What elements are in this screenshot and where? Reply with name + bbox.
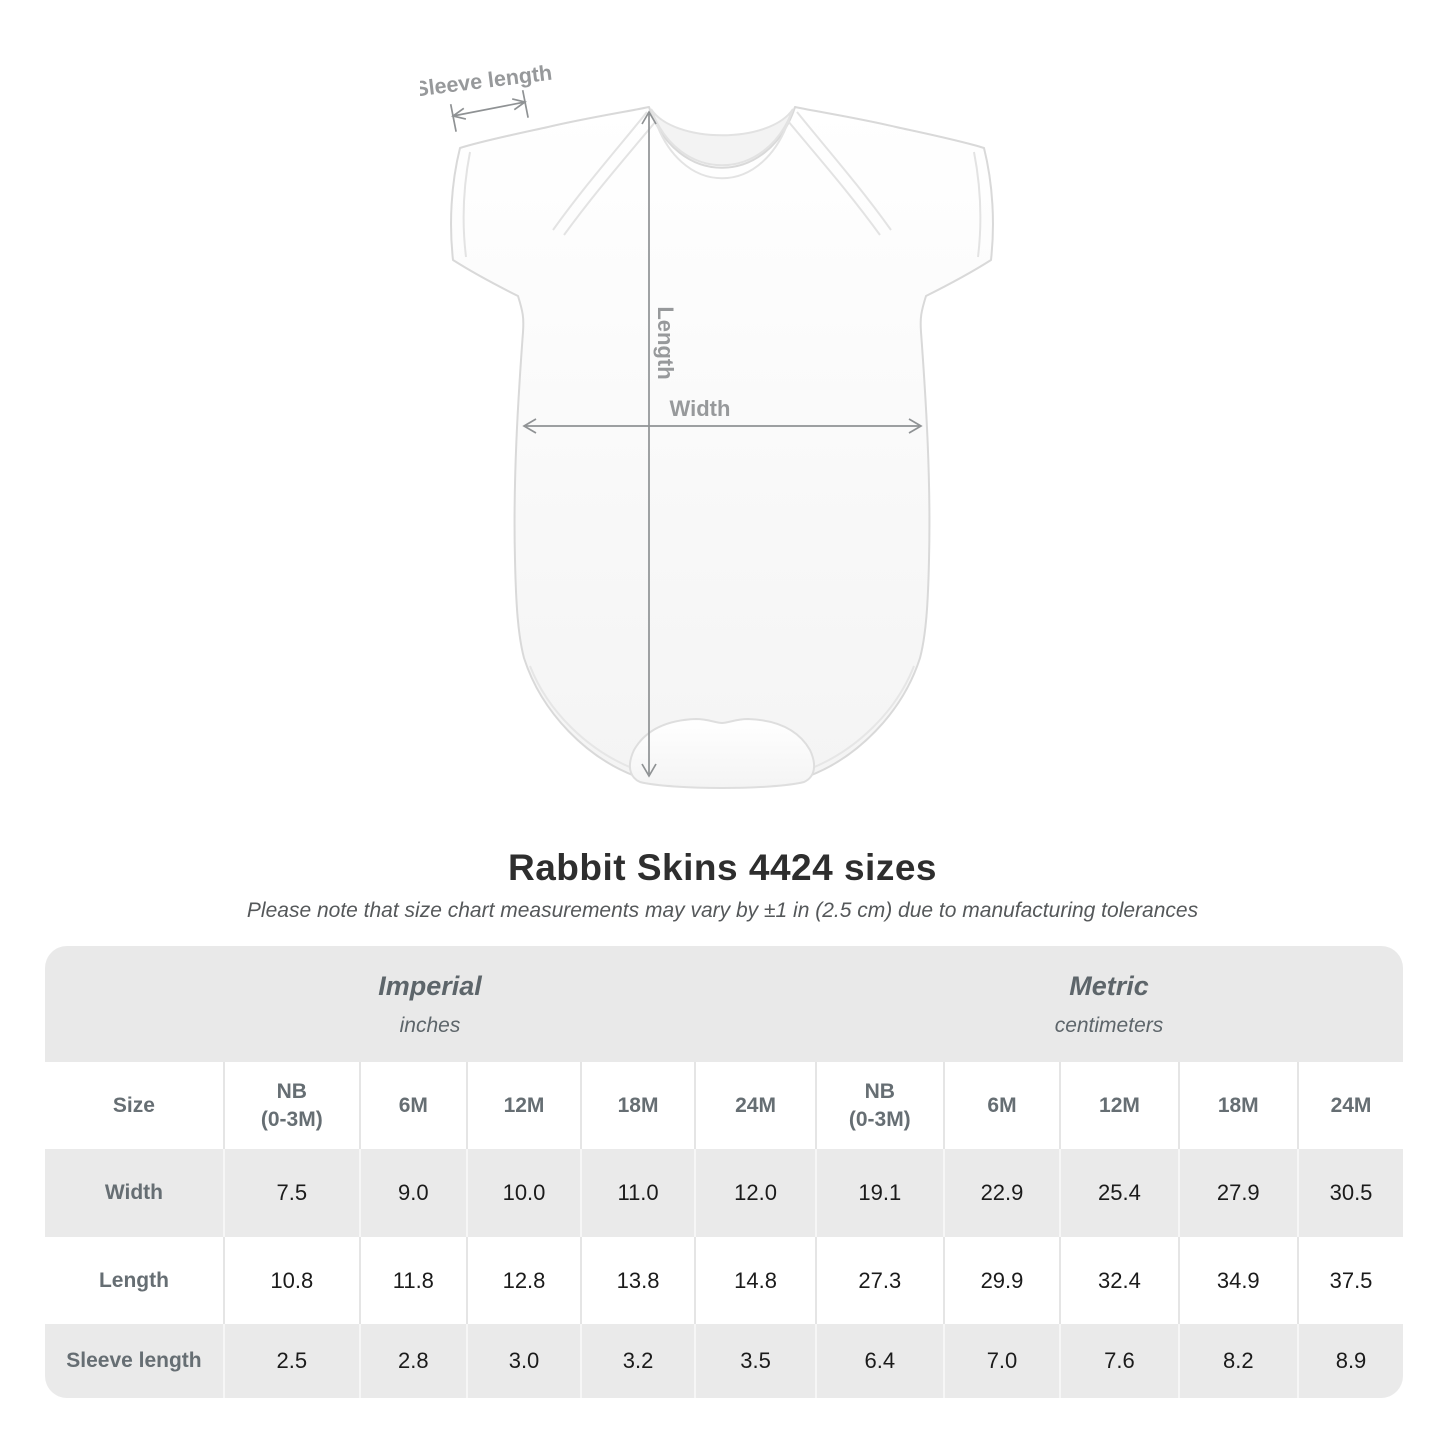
neck-back-panel — [650, 108, 794, 167]
sleeve-imperial-12m: 3.0 — [465, 1324, 581, 1398]
col-header-imperial-24m: 24M — [694, 1062, 815, 1149]
sleeve-length-row: Sleeve length 2.5 2.8 3.0 3.2 3.5 6.4 7.… — [45, 1324, 1403, 1398]
sleeve-metric-24m: 8.9 — [1297, 1324, 1403, 1398]
width-imperial-6m: 9.0 — [358, 1149, 466, 1237]
crotch-flap — [628, 717, 816, 789]
imperial-unit: inches — [399, 1013, 461, 1037]
sleeve-metric-nb: 6.4 — [814, 1324, 943, 1398]
col-header-metric-12m: 12M — [1059, 1062, 1178, 1149]
size-header: Size — [45, 1062, 223, 1149]
row-label-width: Width — [45, 1149, 223, 1237]
sleeve-cuff-left — [462, 151, 471, 258]
neckline-binding — [652, 112, 792, 180]
length-metric-18m: 34.9 — [1177, 1237, 1298, 1324]
length-arrow — [641, 110, 657, 778]
width-row: Width 7.5 9.0 10.0 11.0 12.0 19.1 22.9 2… — [45, 1149, 1403, 1237]
sleeve-metric-6m: 7.0 — [942, 1324, 1060, 1398]
tolerance-note: Please note that size chart measurements… — [246, 899, 1199, 922]
lap-shoulder-left — [552, 111, 657, 236]
col-header-metric-6m: 6M — [942, 1062, 1060, 1149]
leg-band-left — [529, 665, 633, 769]
length-metric-6m: 29.9 — [942, 1237, 1060, 1324]
sleeve-cuff-right — [973, 151, 982, 258]
imperial-group-header: Imperial inches — [45, 946, 815, 1062]
sleeve-imperial-18m: 3.2 — [580, 1324, 695, 1398]
onesie-diagram-svg: Sleeve length Length Width — [413, 61, 994, 789]
sleeve-length-label: Sleeve length — [420, 61, 553, 102]
width-imperial-18m: 11.0 — [580, 1149, 695, 1237]
length-imperial-12m: 12.8 — [465, 1237, 581, 1324]
metric-group-header: Metric centimeters — [814, 946, 1403, 1062]
sleeve-metric-18m: 8.2 — [1177, 1324, 1298, 1398]
imperial-label: Imperial — [378, 970, 482, 1001]
sleeve-length-arrow — [449, 90, 529, 132]
length-metric-24m: 37.5 — [1297, 1237, 1403, 1324]
row-label-length: Length — [45, 1237, 223, 1324]
width-arrow — [522, 418, 923, 434]
sleeve-imperial-6m: 2.8 — [358, 1324, 466, 1398]
onesie-outline — [450, 106, 994, 786]
width-label: Width — [670, 396, 731, 421]
size-header-row: Size NB (0-3M) 6M 12M 18M 24M NB (0-3M) … — [45, 1062, 1403, 1149]
metric-unit: centimeters — [1054, 1013, 1164, 1037]
length-imperial-18m: 13.8 — [580, 1237, 695, 1324]
width-metric-6m: 22.9 — [942, 1149, 1060, 1237]
col-header-metric-18m: 18M — [1177, 1062, 1298, 1149]
sleeve-imperial-24m: 3.5 — [694, 1324, 815, 1398]
unit-group-header-row: Imperial inches Metric centimeters — [45, 946, 1403, 1062]
sleeve-metric-12m: 7.6 — [1059, 1324, 1178, 1398]
page-title: Rabbit Skins 4424 sizes — [508, 847, 937, 888]
width-metric-nb: 19.1 — [814, 1149, 943, 1237]
col-header-metric-24m: 24M — [1297, 1062, 1403, 1149]
col-header-imperial-6m: 6M — [358, 1062, 466, 1149]
width-metric-18m: 27.9 — [1177, 1149, 1298, 1237]
length-metric-12m: 32.4 — [1059, 1237, 1178, 1324]
length-imperial-6m: 11.8 — [358, 1237, 466, 1324]
col-header-metric-nb: NB (0-3M) — [814, 1062, 943, 1149]
leg-band-right — [811, 665, 915, 769]
length-row: Length 10.8 11.8 12.8 13.8 14.8 27.3 29.… — [45, 1237, 1403, 1324]
size-table: Imperial inches Metric centimeters Size … — [45, 946, 1403, 1398]
col-header-imperial-12m: 12M — [465, 1062, 581, 1149]
row-label-sleeve-length: Sleeve length — [45, 1324, 223, 1398]
onesie-measurement-diagram: Sleeve length Length Width — [413, 60, 1000, 820]
length-imperial-24m: 14.8 — [694, 1237, 815, 1324]
length-label: Length — [653, 306, 678, 379]
length-metric-nb: 27.3 — [814, 1237, 943, 1324]
sleeve-imperial-nb: 2.5 — [222, 1324, 359, 1398]
length-imperial-nb: 10.8 — [222, 1237, 359, 1324]
width-metric-24m: 30.5 — [1297, 1149, 1403, 1237]
width-imperial-24m: 12.0 — [694, 1149, 815, 1237]
width-metric-12m: 25.4 — [1059, 1149, 1178, 1237]
width-imperial-nb: 7.5 — [222, 1149, 359, 1237]
lap-shoulder-right — [787, 111, 892, 236]
col-header-imperial-nb: NB (0-3M) — [222, 1062, 359, 1149]
width-imperial-12m: 10.0 — [465, 1149, 581, 1237]
col-header-imperial-18m: 18M — [580, 1062, 695, 1149]
metric-label: Metric — [1069, 970, 1149, 1001]
